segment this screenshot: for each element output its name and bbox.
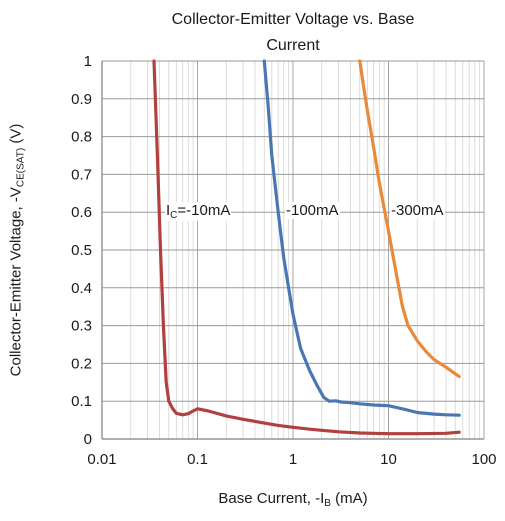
series-label-300ma: -300mA: [390, 202, 445, 219]
chart-title-line-1: Collector-Emitter Voltage vs. Base: [171, 11, 415, 28]
x-axis-label: Base Current, -IB (mA): [218, 490, 368, 509]
y-tick-label: 0.8: [71, 129, 92, 146]
axes: [101, 61, 484, 440]
y-tick-label: 0.1: [71, 393, 92, 410]
y-tick-label: 0.9: [71, 91, 92, 108]
y-tick-label: 0.7: [71, 166, 92, 183]
series-line-2: [358, 59, 461, 379]
chart-title-line-2: Current: [266, 37, 320, 54]
y-tick-label: 0.5: [71, 242, 92, 259]
x-tick-label: 100: [471, 451, 496, 468]
series-layer: [152, 59, 461, 436]
y-tick-label: 0.4: [71, 280, 92, 297]
series-line-1: [262, 59, 461, 417]
y-tick-label: 0: [84, 431, 92, 448]
y-tick-label: 0.2: [71, 355, 92, 372]
y-tick-label: 1: [84, 53, 92, 70]
series-label-100ma: -100mA: [285, 202, 340, 219]
x-tick-label: 0.1: [187, 451, 208, 468]
series-label-10ma: IC=-10mA: [165, 202, 232, 221]
y-tick-label: 0.3: [71, 318, 92, 335]
x-tick-label: 0.01: [87, 451, 116, 468]
x-tick-label: 1: [289, 451, 297, 468]
y-tick-label: 0.6: [71, 204, 92, 221]
x-tick-label: 10: [380, 451, 397, 468]
series-line-0: [152, 59, 461, 436]
tick-labels: 0.01 0.1 1 10 100 0 0.1 0.2 0.3 0.4 0.5 0.6 0.7 0.8 0.…: [71, 53, 496, 468]
